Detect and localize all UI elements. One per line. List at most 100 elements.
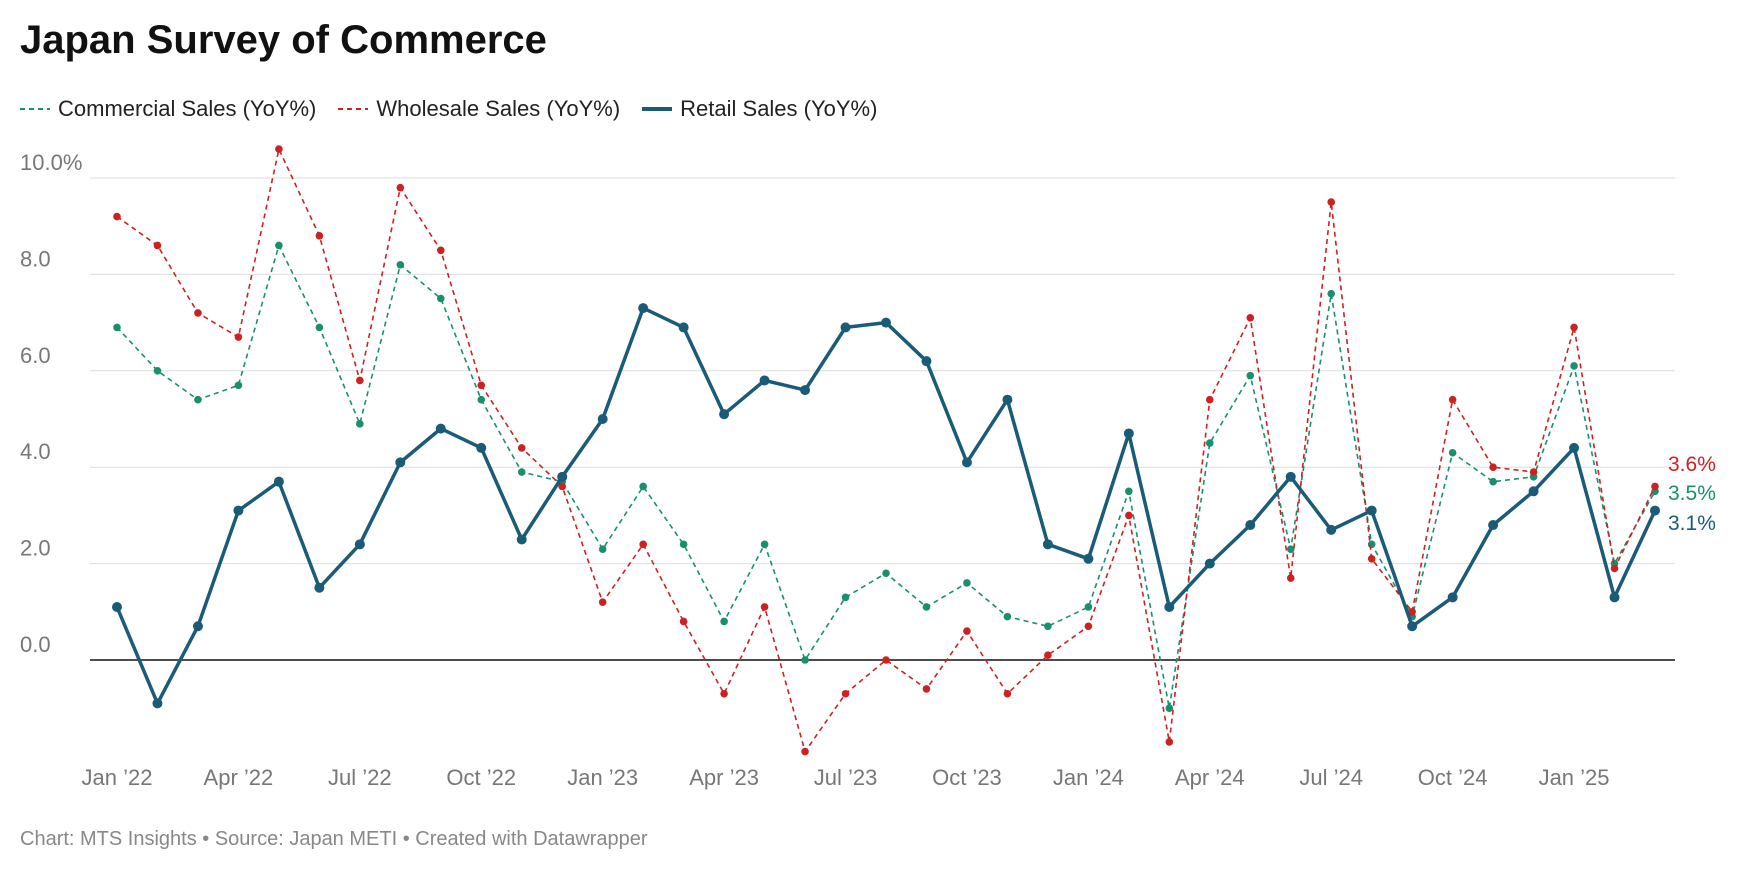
- data-point: [396, 183, 405, 192]
- data-point: [679, 540, 688, 549]
- data-point: [1084, 622, 1093, 631]
- data-point: [922, 603, 931, 611]
- x-tick-label: Jan ’22: [82, 765, 153, 790]
- data-point: [1610, 564, 1619, 573]
- data-point: [1123, 428, 1134, 439]
- data-point: [1326, 524, 1337, 535]
- data-point: [720, 689, 728, 698]
- data-point: [922, 685, 931, 693]
- data-point: [1609, 592, 1620, 603]
- x-tick-label: Oct ’22: [446, 765, 516, 790]
- data-point: [1650, 505, 1660, 516]
- data-point: [800, 385, 811, 396]
- legend-swatch-retail: [642, 107, 673, 111]
- data-point: [516, 534, 527, 545]
- data-point: [192, 621, 203, 632]
- data-point: [679, 617, 688, 626]
- x-tick-label: Jul ’23: [814, 765, 878, 790]
- data-point: [275, 145, 283, 153]
- data-point: [961, 457, 972, 468]
- y-tick-label: 2.0: [20, 536, 51, 561]
- data-point: [759, 375, 770, 386]
- data-point: [315, 323, 324, 332]
- data-point: [517, 444, 526, 452]
- chart-title: Japan Survey of Commerce: [20, 18, 547, 62]
- data-point: [1408, 608, 1416, 616]
- data-point: [1246, 313, 1255, 322]
- data-point: [1407, 621, 1418, 632]
- data-point: [1447, 592, 1458, 603]
- data-point: [1044, 651, 1052, 659]
- x-tick-label: Jul ’22: [328, 765, 392, 790]
- data-point: [1003, 612, 1012, 621]
- legend: Commercial Sales (YoY%) Wholesale Sales …: [20, 96, 899, 122]
- data-point: [598, 545, 607, 553]
- data-point: [517, 468, 526, 476]
- data-point: [1164, 601, 1175, 612]
- legend-item-retail: Retail Sales (YoY%): [642, 96, 877, 122]
- data-point: [1125, 511, 1133, 520]
- data-point: [275, 241, 283, 250]
- data-point: [1570, 323, 1578, 332]
- data-point: [113, 323, 121, 332]
- legend-swatch-commercial: [20, 108, 50, 110]
- data-point: [436, 294, 445, 303]
- data-point: [1488, 520, 1499, 531]
- x-tick-label: Apr ’24: [1175, 765, 1245, 790]
- x-tick-label: Jan ’23: [567, 765, 638, 790]
- y-tick-label: 0.0: [20, 632, 51, 657]
- data-point: [356, 420, 364, 428]
- data-point: [1448, 448, 1457, 457]
- data-point: [1125, 487, 1133, 496]
- data-point: [1366, 505, 1377, 516]
- end-value-label: 3.5%: [1668, 482, 1716, 505]
- data-point: [1570, 362, 1578, 370]
- data-point: [557, 471, 568, 482]
- series-line-1: [116, 148, 1656, 753]
- data-point: [1327, 198, 1336, 206]
- data-point: [1651, 482, 1659, 491]
- data-point: [436, 246, 445, 255]
- data-point: [112, 601, 122, 612]
- data-point: [840, 322, 851, 333]
- data-point: [882, 656, 890, 664]
- data-point: [678, 322, 689, 333]
- data-point: [760, 540, 769, 549]
- data-point: [152, 698, 163, 709]
- data-point: [639, 540, 647, 549]
- x-tick-label: Jul ’24: [1299, 765, 1363, 790]
- data-point: [396, 260, 405, 269]
- data-point: [881, 317, 891, 328]
- data-point: [435, 423, 446, 434]
- data-point: [194, 395, 202, 404]
- data-point: [1204, 558, 1215, 569]
- data-point: [314, 582, 325, 593]
- data-point: [1042, 539, 1053, 550]
- series-line-0: [116, 244, 1656, 710]
- data-point: [1286, 574, 1295, 582]
- end-value-label: 3.6%: [1668, 453, 1716, 476]
- data-point: [760, 603, 769, 611]
- data-point: [1286, 545, 1295, 553]
- legend-label-retail: Retail Sales (YoY%): [680, 96, 878, 121]
- data-point: [801, 747, 809, 756]
- data-point: [1489, 463, 1497, 472]
- y-tick-label: 10.0%: [20, 150, 82, 175]
- data-point: [1083, 553, 1094, 564]
- data-point: [315, 232, 324, 240]
- data-point: [597, 414, 608, 424]
- data-point: [153, 241, 162, 250]
- legend-label-wholesale: Wholesale Sales (YoY%): [376, 96, 621, 121]
- data-point: [194, 309, 202, 317]
- data-point: [234, 333, 243, 341]
- x-tick-label: Oct ’23: [932, 765, 1002, 790]
- data-point: [1285, 471, 1296, 482]
- data-point: [1205, 395, 1214, 404]
- legend-item-wholesale: Wholesale Sales (YoY%): [338, 96, 620, 122]
- x-tick-label: Jan ’25: [1539, 765, 1610, 790]
- x-tick-label: Apr ’22: [204, 765, 274, 790]
- data-point: [1367, 554, 1376, 563]
- data-point: [1246, 371, 1255, 380]
- data-point: [963, 579, 971, 587]
- data-point: [273, 476, 284, 487]
